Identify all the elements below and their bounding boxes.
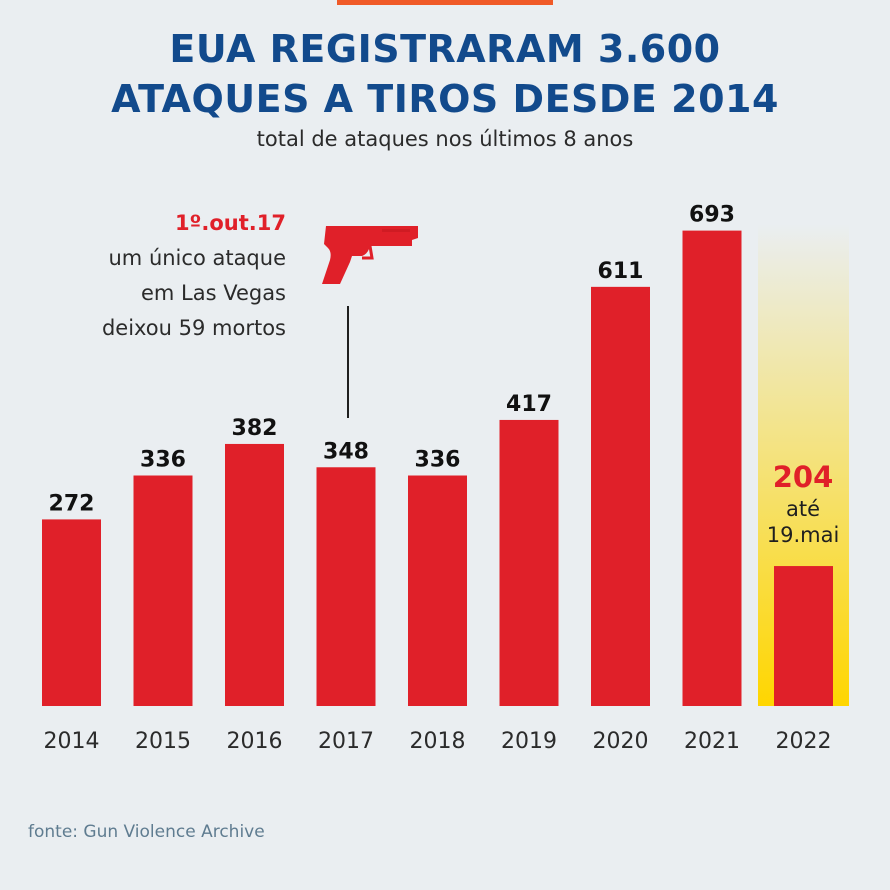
top-accent-bar: [337, 0, 553, 5]
pistol-icon: [322, 226, 418, 284]
bar-2022: [774, 566, 833, 706]
bar-2016: [225, 443, 284, 706]
annotation-line-3: deixou 59 mortos: [101, 316, 286, 340]
annotation-line-1: um único ataque: [108, 246, 287, 270]
data-label-2020: 611: [598, 259, 644, 284]
data-label-2015: 336: [140, 448, 186, 473]
data-label-2019: 417: [506, 392, 552, 417]
bar-2014: [42, 519, 101, 706]
x-tick-label-2017: 2017: [318, 729, 374, 754]
partial-year-value: 204: [772, 460, 834, 494]
title-line-1: EUA REGISTRARAM 3.600: [169, 27, 721, 71]
data-label-2018: 336: [415, 448, 461, 473]
x-tick-label-2021: 2021: [684, 729, 740, 754]
x-tick-label-2022: 2022: [776, 729, 832, 754]
source-note: fonte: Gun Violence Archive: [28, 822, 265, 842]
x-tick-label-2016: 2016: [227, 729, 283, 754]
partial-year-note-line-1: até: [785, 497, 821, 521]
x-tick-label-2014: 2014: [44, 729, 100, 754]
title-line-2: ATAQUES A TIROS DESDE 2014: [111, 77, 779, 121]
bar-2018: [408, 475, 467, 706]
x-tick-label-2020: 2020: [593, 729, 649, 754]
data-label-2014: 272: [49, 491, 95, 516]
x-tick-label-2018: 2018: [410, 729, 466, 754]
bar-2015: [133, 475, 193, 706]
x-tick-label-2019: 2019: [501, 729, 557, 754]
annotation-las-vegas: 1º.out.17 um único ataque em Las Vegas d…: [60, 206, 286, 346]
bar-2020: [591, 286, 650, 706]
annotation-date: 1º.out.17: [174, 211, 286, 235]
data-label-2021: 693: [689, 203, 735, 228]
partial-year-note-line-2: 19.mai: [766, 523, 840, 547]
partial-year-note: 204 até 19.mai: [754, 458, 852, 548]
bar-2021: [682, 230, 742, 707]
data-label-2017: 348: [323, 439, 369, 464]
subtitle: total de ataques nos últimos 8 anos: [256, 127, 634, 151]
bar-2017: [316, 467, 376, 706]
data-label-2016: 382: [232, 416, 278, 441]
x-tick-label-2015: 2015: [135, 729, 191, 754]
annotation-line-2: em Las Vegas: [140, 281, 286, 305]
page-title: EUA REGISTRARAM 3.600 ATAQUES A TIROS DE…: [0, 24, 890, 124]
bar-2019: [499, 419, 559, 706]
